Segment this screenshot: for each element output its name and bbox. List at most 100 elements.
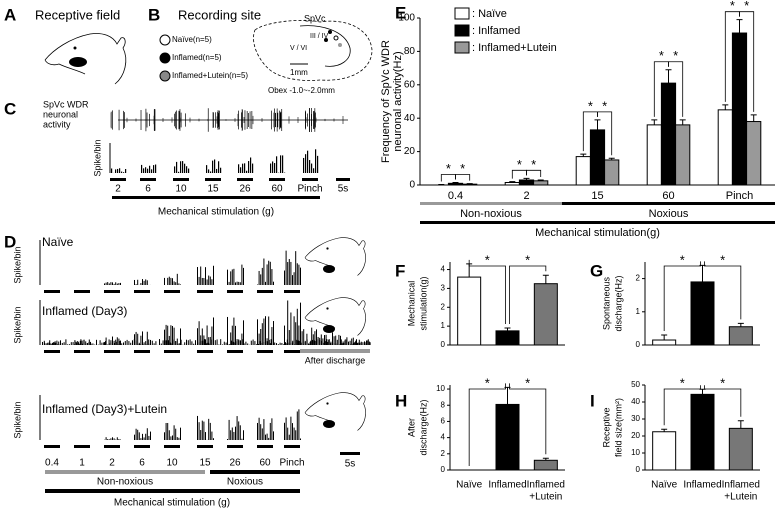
histogram-bar bbox=[225, 342, 227, 345]
histogram-bar bbox=[149, 165, 151, 173]
stimulus-bar bbox=[227, 445, 243, 448]
histogram-bar bbox=[333, 336, 335, 345]
panel-title: Receptive field bbox=[35, 7, 120, 22]
histogram-bar bbox=[172, 435, 173, 440]
histogram-bar bbox=[268, 260, 270, 285]
histogram-bar bbox=[270, 339, 272, 345]
histogram-bar bbox=[55, 342, 57, 345]
histogram-bar bbox=[222, 344, 223, 345]
site-dot bbox=[338, 43, 342, 47]
x-tick-label: Inflamed bbox=[527, 480, 565, 491]
histogram-bar bbox=[324, 341, 326, 345]
histogram-bar bbox=[351, 338, 353, 345]
time-scale-label: 5s bbox=[338, 184, 349, 195]
x-axis-label: Mechanical stimulation(g) bbox=[535, 227, 660, 239]
histogram-bar bbox=[320, 334, 322, 345]
histogram-bar bbox=[151, 340, 153, 345]
significance-mark: * bbox=[680, 375, 685, 390]
histogram-bar bbox=[296, 263, 298, 285]
histogram-bar bbox=[348, 341, 349, 345]
bar bbox=[495, 403, 520, 471]
histogram-bar bbox=[313, 168, 315, 173]
histogram-bar bbox=[58, 344, 60, 345]
group-label: Noxious bbox=[649, 208, 689, 220]
histogram-bar bbox=[105, 282, 107, 285]
group-label: Noxious bbox=[227, 477, 263, 488]
stimulus-bar bbox=[257, 290, 273, 293]
significance-mark: * bbox=[659, 48, 664, 63]
error-bar bbox=[542, 457, 549, 461]
histogram-bar bbox=[77, 341, 79, 345]
stimulus-label: 6 bbox=[145, 184, 151, 195]
significance-mark: * bbox=[730, 0, 735, 13]
histogram-bar bbox=[197, 267, 198, 285]
y-tick-label: 0 bbox=[409, 180, 415, 191]
bar bbox=[652, 431, 677, 471]
histogram-bar bbox=[184, 163, 186, 173]
stimulus-bar bbox=[164, 350, 180, 353]
histogram-bar bbox=[186, 339, 187, 345]
histogram-bar bbox=[265, 434, 266, 440]
y-tick-label: 20 bbox=[631, 431, 640, 440]
histogram-bar bbox=[108, 283, 110, 285]
histogram-bar bbox=[273, 431, 274, 440]
histogram-bar bbox=[343, 342, 345, 345]
histogram-bar bbox=[153, 343, 155, 345]
histogram-bar bbox=[230, 332, 232, 345]
histogram-bar bbox=[292, 342, 293, 345]
bar bbox=[652, 339, 677, 346]
histogram-bar bbox=[206, 325, 208, 345]
histogram-bar bbox=[203, 278, 205, 285]
histogram-bar bbox=[357, 342, 359, 345]
histogram-bar bbox=[146, 428, 148, 440]
histogram-bar bbox=[184, 342, 186, 345]
histogram-bar bbox=[263, 419, 265, 440]
stimulus-bar bbox=[74, 445, 90, 448]
histogram-bar bbox=[147, 168, 149, 173]
histogram-bar bbox=[298, 325, 300, 345]
histogram-bar bbox=[252, 339, 254, 345]
histogram-bar bbox=[218, 161, 220, 173]
histogram-bar bbox=[193, 343, 195, 345]
histogram-bar bbox=[150, 431, 151, 440]
histogram-bar bbox=[352, 337, 354, 345]
histogram-bar bbox=[48, 342, 50, 345]
significance-mark: * bbox=[525, 375, 530, 390]
panel-letter: H bbox=[395, 391, 407, 410]
histogram-bar bbox=[309, 160, 311, 173]
histogram-bar bbox=[250, 340, 252, 345]
stimulus-bar bbox=[284, 350, 300, 353]
histogram-bar bbox=[319, 337, 321, 345]
histogram-bar bbox=[75, 341, 77, 345]
histogram-bar bbox=[260, 274, 262, 285]
y-tick-label: 0 bbox=[441, 340, 446, 349]
non-noxious-bar bbox=[45, 470, 205, 474]
histogram-bar bbox=[315, 149, 317, 173]
histogram-bar bbox=[105, 341, 106, 345]
histogram-bar bbox=[143, 168, 145, 173]
group-label: Non-noxious bbox=[460, 208, 522, 220]
histogram-bar bbox=[113, 438, 115, 440]
histogram-bar bbox=[252, 163, 254, 173]
histogram-bar bbox=[140, 283, 142, 285]
error-bar bbox=[699, 388, 706, 395]
histogram-bar bbox=[135, 428, 137, 440]
x-axis-label: Mechanical stimulation (g) bbox=[114, 498, 230, 509]
legend-dot bbox=[159, 34, 171, 46]
histogram-bar bbox=[88, 339, 90, 345]
histogram-bar bbox=[293, 272, 295, 285]
histogram-bar bbox=[341, 343, 343, 345]
histogram-bar bbox=[312, 334, 314, 345]
histogram-bar bbox=[119, 340, 121, 345]
histogram-bar bbox=[300, 331, 301, 345]
stimulus-bar bbox=[104, 445, 120, 448]
histogram-bar bbox=[238, 421, 240, 440]
error-bar bbox=[580, 153, 587, 157]
histogram-bar bbox=[130, 342, 132, 345]
x-tick-label: Naïve bbox=[456, 480, 483, 491]
histogram-bar bbox=[295, 322, 297, 345]
histogram-bar bbox=[236, 416, 238, 440]
significance-bracket bbox=[526, 169, 542, 177]
histogram-bar bbox=[332, 332, 333, 345]
